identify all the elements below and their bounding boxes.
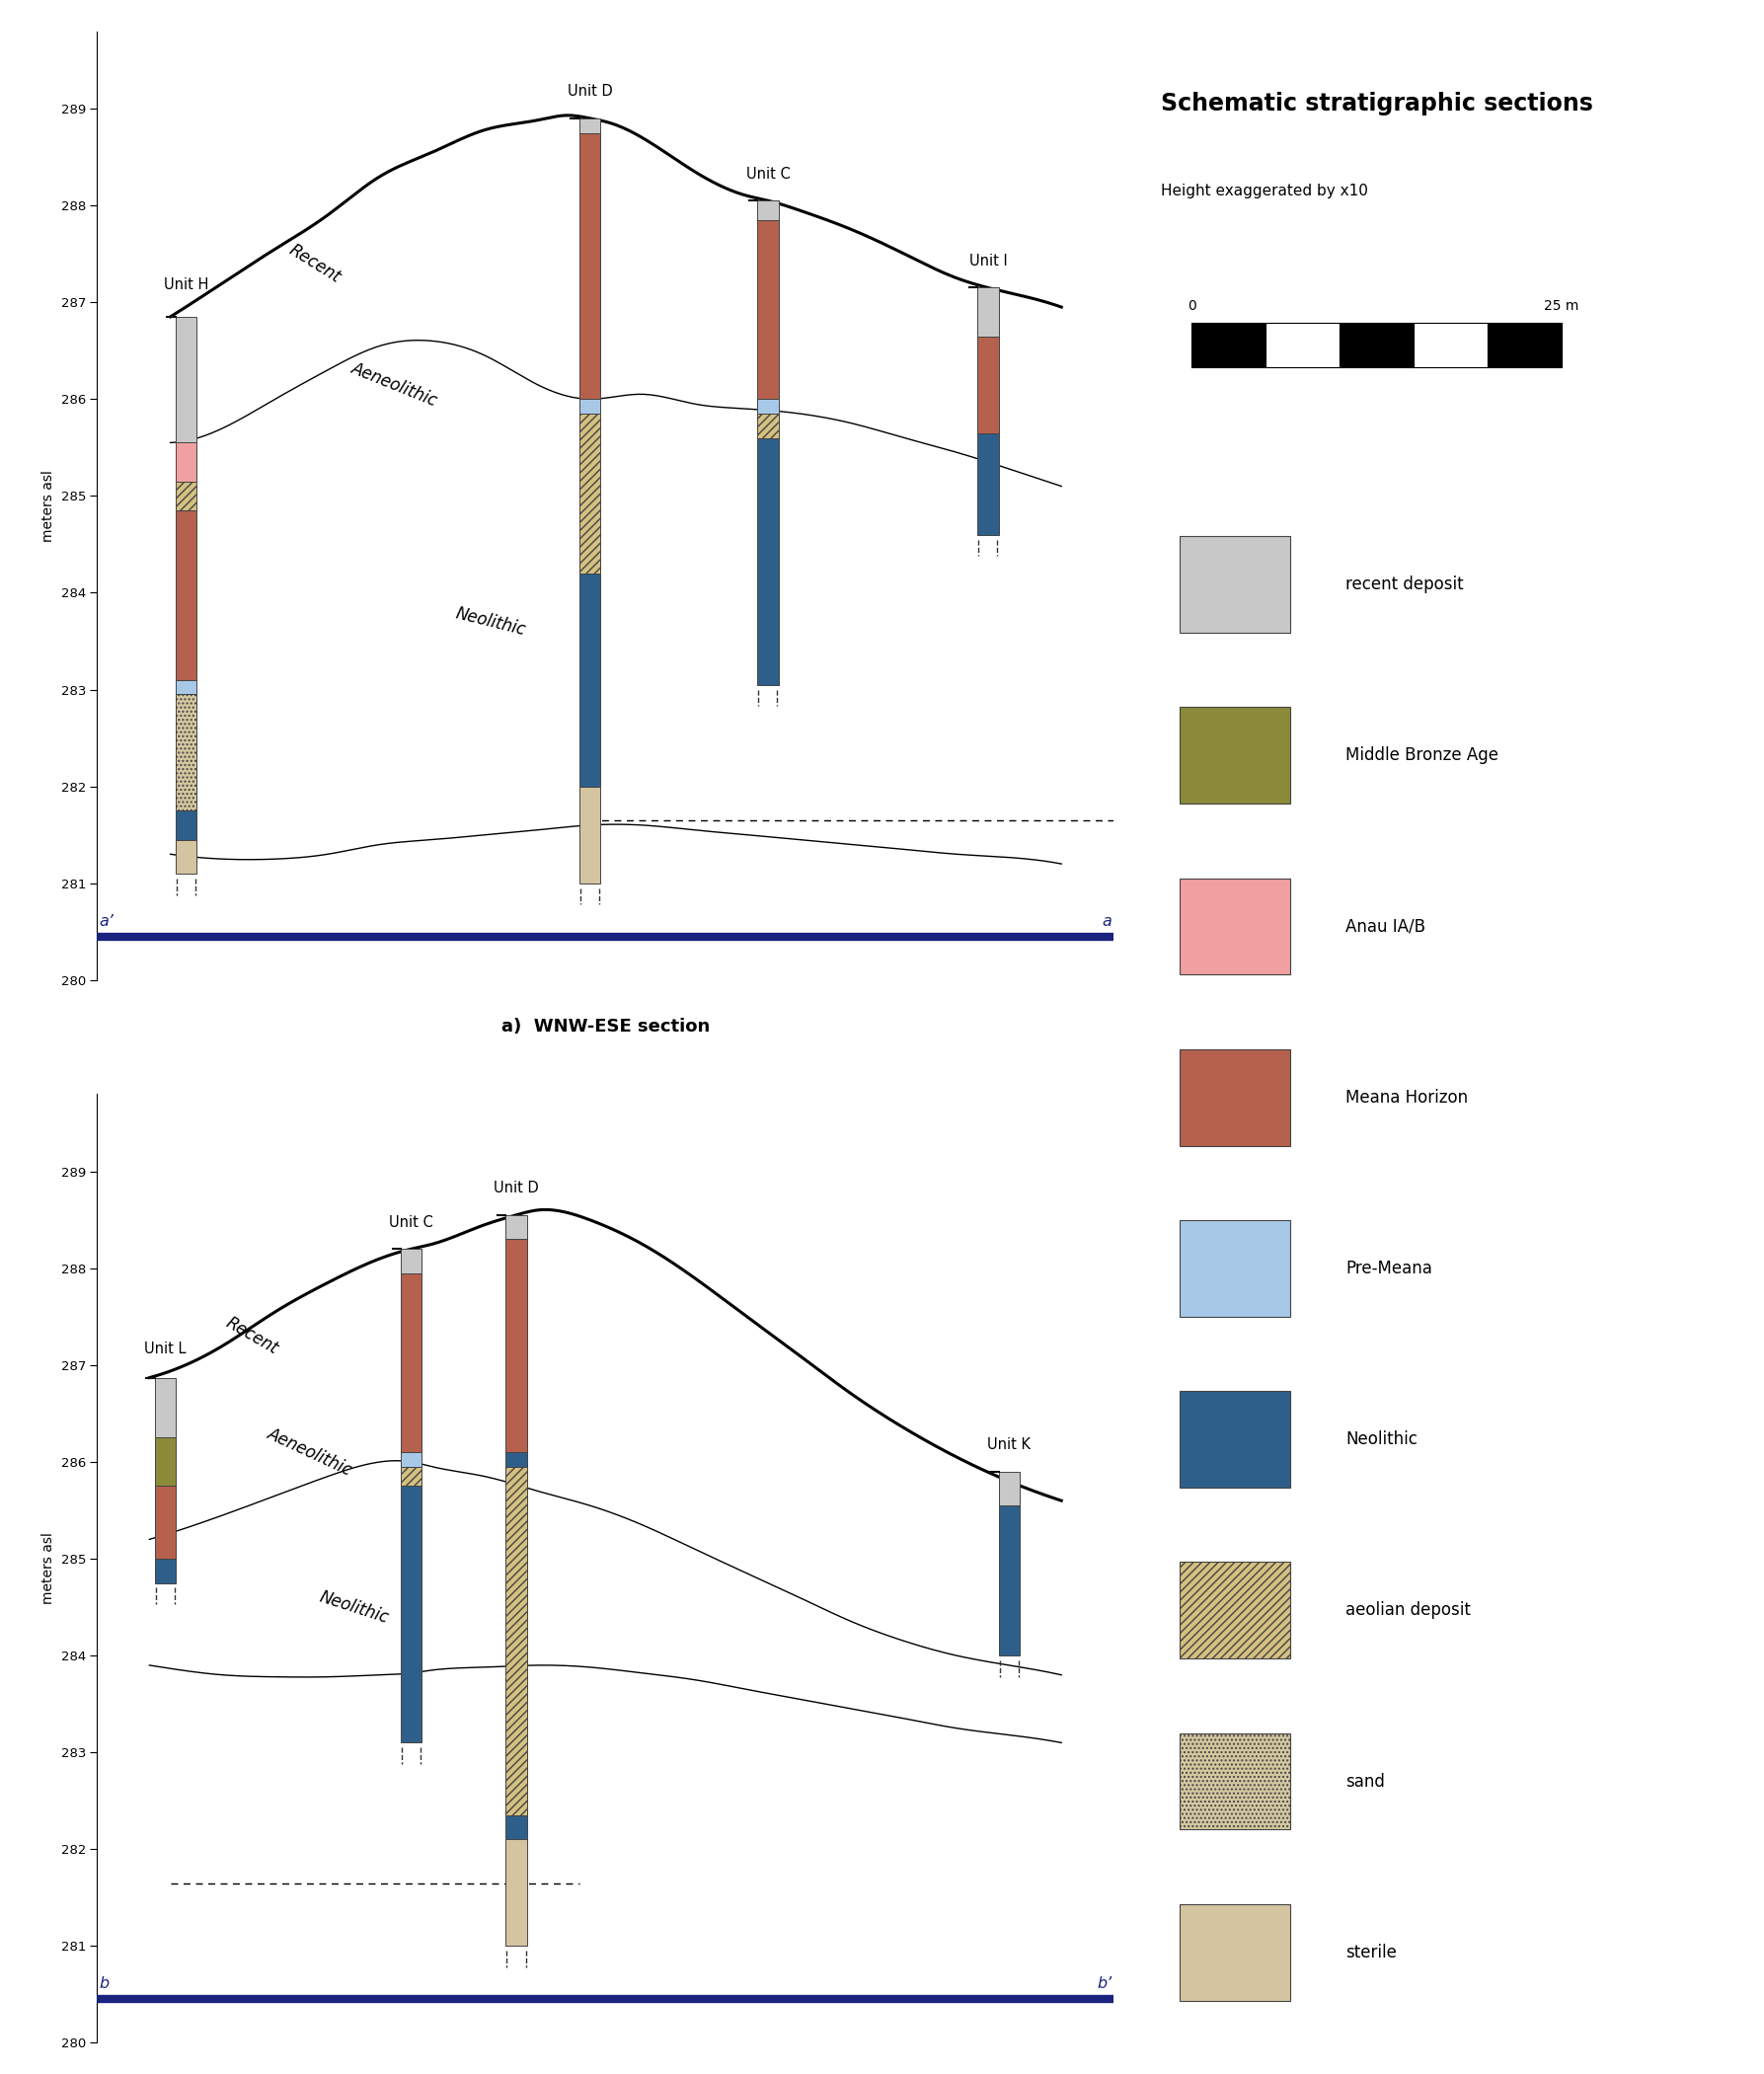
Text: Unit C: Unit C bbox=[746, 166, 790, 180]
Text: Schematic stratigraphic sections: Schematic stratigraphic sections bbox=[1161, 91, 1593, 116]
Bar bbox=[1339, 324, 1413, 367]
Bar bbox=[757, 438, 778, 684]
Text: Middle Bronze Age: Middle Bronze Age bbox=[1346, 747, 1499, 763]
Bar bbox=[176, 811, 196, 840]
Bar bbox=[176, 510, 196, 680]
Bar bbox=[176, 442, 196, 481]
Text: b’: b’ bbox=[1097, 1977, 1111, 1991]
Text: aeolian deposit: aeolian deposit bbox=[1346, 1601, 1471, 1620]
Bar bbox=[400, 1487, 422, 1742]
Bar bbox=[579, 572, 600, 786]
Bar bbox=[506, 1452, 527, 1466]
Bar bbox=[579, 118, 600, 133]
Bar bbox=[757, 413, 778, 438]
Text: Recent: Recent bbox=[222, 1315, 282, 1358]
Bar bbox=[155, 1560, 176, 1582]
Bar bbox=[176, 695, 196, 811]
Bar bbox=[400, 1452, 422, 1466]
Bar bbox=[1180, 877, 1289, 975]
Bar bbox=[1180, 1220, 1289, 1317]
Text: a: a bbox=[1102, 915, 1111, 929]
Bar bbox=[1180, 1562, 1289, 1659]
Bar bbox=[176, 680, 196, 695]
Text: Neolithic: Neolithic bbox=[453, 604, 527, 639]
Bar bbox=[506, 1815, 527, 1840]
Bar bbox=[176, 481, 196, 510]
Text: Height exaggerated by x10: Height exaggerated by x10 bbox=[1161, 185, 1369, 199]
Text: Unit H: Unit H bbox=[164, 278, 208, 292]
Text: Recent: Recent bbox=[286, 241, 344, 286]
Text: b: b bbox=[99, 1977, 109, 1991]
Text: Aeneolithic: Aeneolithic bbox=[265, 1425, 355, 1479]
Bar bbox=[757, 201, 778, 220]
Bar bbox=[1180, 1392, 1289, 1487]
Bar bbox=[506, 1840, 527, 1945]
Text: sterile: sterile bbox=[1346, 1943, 1397, 1962]
Bar bbox=[1413, 324, 1487, 367]
Bar bbox=[1180, 1049, 1289, 1145]
Bar bbox=[998, 1473, 1020, 1506]
Text: 25 m: 25 m bbox=[1544, 299, 1579, 313]
Y-axis label: meters asl: meters asl bbox=[42, 469, 55, 541]
Text: Anau IA/B: Anau IA/B bbox=[1346, 917, 1425, 935]
Bar bbox=[176, 317, 196, 442]
Bar bbox=[506, 1238, 527, 1452]
Y-axis label: meters asl: meters asl bbox=[42, 1533, 55, 1605]
Bar bbox=[400, 1273, 422, 1452]
Text: Unit D: Unit D bbox=[566, 85, 612, 100]
Text: Unit I: Unit I bbox=[968, 253, 1007, 268]
Bar bbox=[1192, 324, 1267, 367]
Text: Aeneolithic: Aeneolithic bbox=[349, 359, 439, 411]
Text: Neolithic: Neolithic bbox=[1346, 1431, 1418, 1448]
Text: 0: 0 bbox=[1187, 299, 1196, 313]
Bar bbox=[1487, 324, 1561, 367]
Bar bbox=[579, 786, 600, 884]
Text: Unit D: Unit D bbox=[494, 1180, 538, 1195]
Bar bbox=[506, 1215, 527, 1238]
Bar bbox=[757, 220, 778, 398]
Bar bbox=[977, 288, 998, 336]
Bar bbox=[400, 1466, 422, 1487]
Bar bbox=[1180, 1734, 1289, 1829]
Bar bbox=[1267, 324, 1339, 367]
Bar bbox=[977, 336, 998, 433]
Bar bbox=[579, 133, 600, 398]
Bar bbox=[579, 413, 600, 572]
Bar bbox=[579, 398, 600, 413]
Text: Unit L: Unit L bbox=[145, 1342, 187, 1356]
Bar bbox=[176, 840, 196, 873]
Bar bbox=[506, 1466, 527, 1815]
Text: Neolithic: Neolithic bbox=[318, 1587, 392, 1626]
Bar bbox=[155, 1377, 176, 1437]
Bar bbox=[1180, 707, 1289, 803]
Bar bbox=[1180, 1904, 1289, 2001]
Text: a’: a’ bbox=[99, 915, 115, 929]
Text: Pre-Meana: Pre-Meana bbox=[1346, 1259, 1432, 1278]
Bar bbox=[155, 1437, 176, 1487]
Bar bbox=[155, 1487, 176, 1560]
Text: Meana Horizon: Meana Horizon bbox=[1346, 1089, 1468, 1105]
Bar bbox=[757, 398, 778, 413]
Text: sand: sand bbox=[1346, 1773, 1385, 1790]
Bar bbox=[400, 1249, 422, 1273]
Text: Unit C: Unit C bbox=[390, 1215, 434, 1230]
Text: recent deposit: recent deposit bbox=[1346, 574, 1464, 593]
Bar bbox=[977, 433, 998, 535]
Text: Unit K: Unit K bbox=[988, 1437, 1030, 1452]
Bar bbox=[1180, 535, 1289, 633]
Bar bbox=[998, 1506, 1020, 1655]
Text: a)  WNW-ESE section: a) WNW-ESE section bbox=[501, 1018, 709, 1035]
